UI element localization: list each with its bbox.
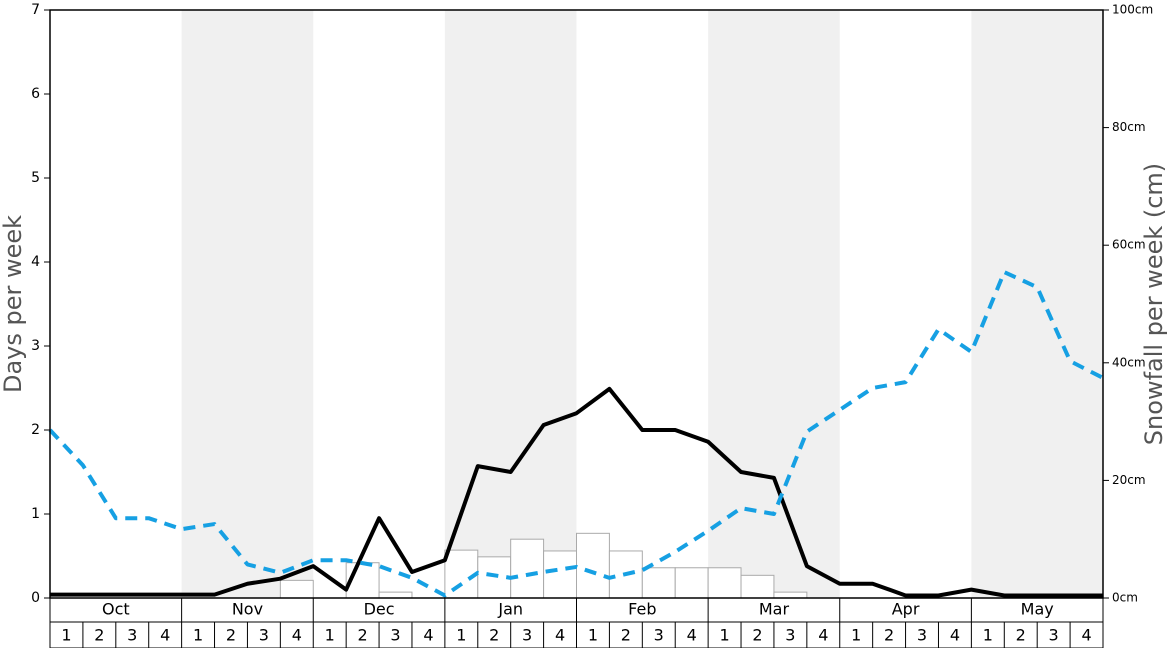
week-label: 4: [292, 626, 302, 645]
week-label: 1: [983, 626, 993, 645]
month-label: Nov: [232, 600, 263, 619]
y2-axis-label: Snowfall per week (cm): [1140, 163, 1168, 445]
y-tick-label: 7: [31, 2, 40, 18]
y-tick-label: 0: [31, 590, 40, 606]
bar: [773, 591, 808, 599]
month-label: Oct: [102, 600, 130, 619]
month-shade: [971, 10, 1103, 598]
week-label: 4: [950, 626, 960, 645]
week-label: 4: [423, 626, 433, 645]
y-tick-label: 4: [31, 254, 40, 270]
bar: [444, 549, 479, 599]
y2-tick-label: 80cm: [1112, 120, 1146, 134]
week-label: 1: [719, 626, 729, 645]
line: [48, 270, 1104, 598]
week-label: 4: [1081, 626, 1091, 645]
bar: [740, 574, 775, 599]
y-tick-label: 3: [31, 338, 40, 354]
week-label: 2: [884, 626, 894, 645]
week-label: 4: [687, 626, 697, 645]
month-label: Apr: [892, 600, 920, 619]
month-label: Dec: [364, 600, 395, 619]
bar: [510, 538, 545, 599]
week-label: 3: [654, 626, 664, 645]
y-tick-label: 6: [31, 86, 40, 102]
week-label: 4: [555, 626, 565, 645]
bar: [378, 591, 413, 599]
bar: [543, 550, 577, 599]
week-label: 2: [621, 626, 631, 645]
bar: [477, 556, 512, 599]
bar: [641, 567, 676, 599]
bar: [674, 567, 709, 599]
week-label: 3: [785, 626, 795, 645]
week-label: 2: [1016, 626, 1026, 645]
week-label: 1: [588, 626, 598, 645]
y-tick-label: 2: [31, 422, 40, 438]
bar: [707, 567, 742, 599]
week-label: 3: [127, 626, 137, 645]
week-label: 1: [456, 626, 466, 645]
month-label: Mar: [759, 600, 790, 619]
month-label: Feb: [628, 600, 656, 619]
week-label: 1: [325, 626, 335, 645]
week-label: 1: [61, 626, 71, 645]
y2-tick-label: 40cm: [1112, 355, 1146, 369]
bar: [279, 579, 314, 599]
month-label: Jan: [497, 600, 523, 619]
bar: [576, 532, 610, 599]
week-label: 3: [1049, 626, 1059, 645]
week-label: 3: [522, 626, 532, 645]
week-label: 1: [193, 626, 203, 645]
week-label: 1: [851, 626, 861, 645]
week-label: 2: [752, 626, 762, 645]
y2-tick-label: 0cm: [1112, 591, 1138, 605]
y-tick-label: 5: [31, 170, 40, 186]
y2-tick-label: 20cm: [1112, 473, 1146, 487]
week-label: 3: [917, 626, 927, 645]
week-label: 3: [390, 626, 400, 645]
week-label: 3: [259, 626, 269, 645]
week-label: 4: [160, 626, 170, 645]
line: [50, 386, 1103, 598]
week-label: 2: [226, 626, 236, 645]
y-axis-label: Days per week: [0, 215, 27, 393]
month-shade: [708, 10, 840, 598]
y2-tick-label: 100cm: [1112, 3, 1153, 17]
week-label: 4: [818, 626, 828, 645]
month-label: May: [1021, 600, 1054, 619]
week-label: 2: [358, 626, 368, 645]
y2-tick-label: 60cm: [1112, 238, 1146, 252]
y-tick-label: 1: [31, 506, 40, 522]
month-shade: [181, 10, 314, 598]
week-label: 2: [489, 626, 499, 645]
week-label: 2: [94, 626, 104, 645]
